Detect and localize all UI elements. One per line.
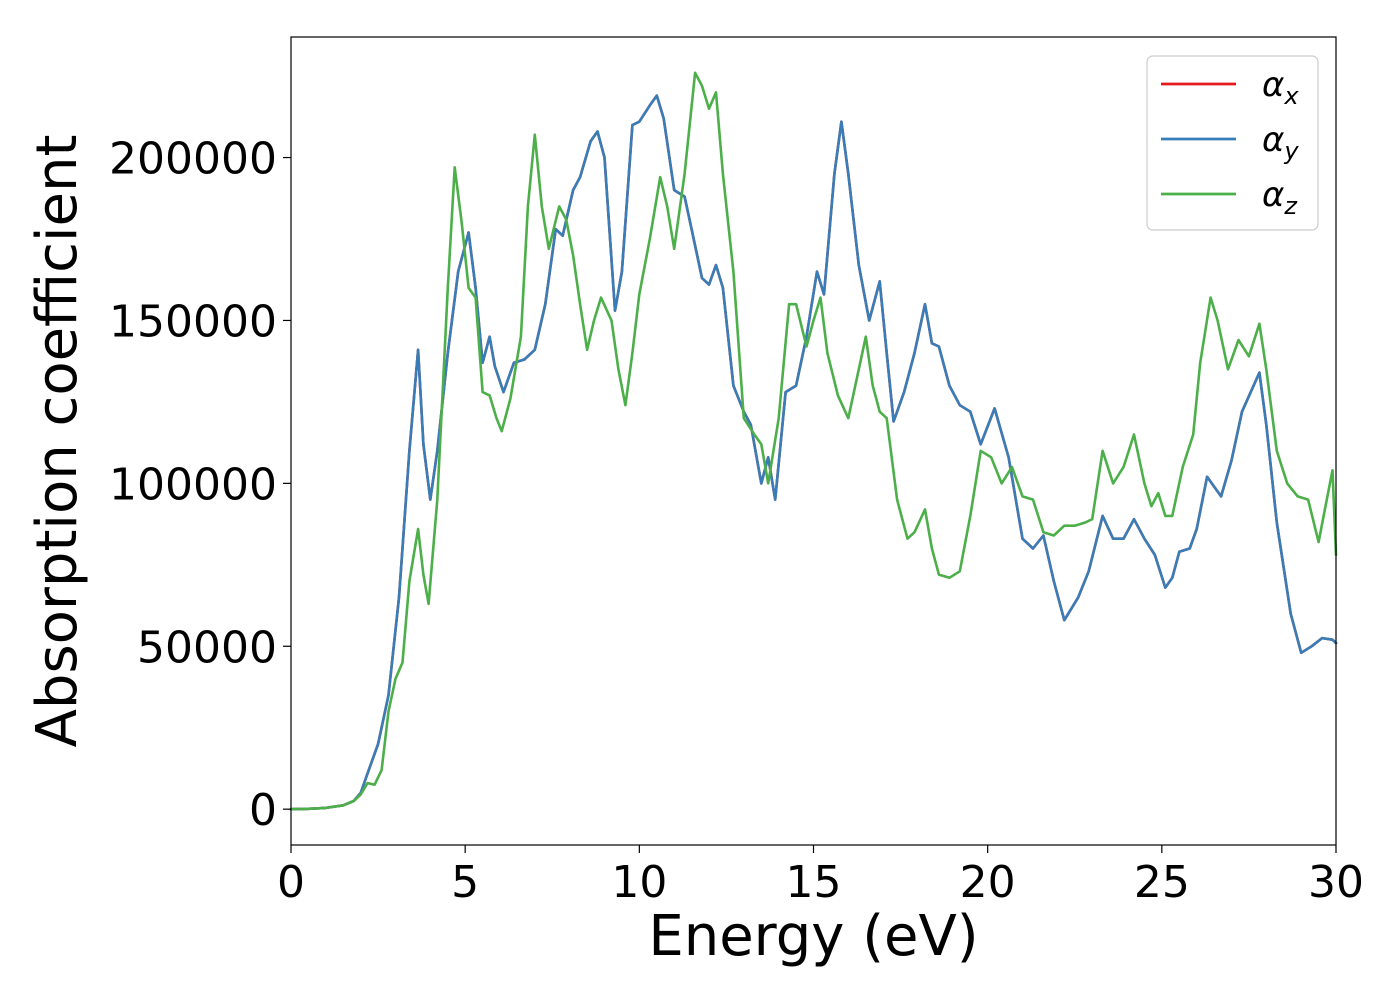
x-tick-label: 0 xyxy=(277,857,305,908)
y-tick-label: 0 xyxy=(249,785,277,836)
y-tick-label: 200000 xyxy=(109,134,277,185)
series-line-z xyxy=(289,71,1338,811)
y-tick-label: 50000 xyxy=(137,622,277,673)
y-tick-label: 100000 xyxy=(109,459,277,510)
legend-label-z: αz xyxy=(1262,175,1298,220)
legend-label-y: αy xyxy=(1262,120,1299,165)
legend-box xyxy=(1146,55,1319,231)
x-tick-label: 25 xyxy=(1134,857,1190,908)
x-axis-title: Energy (eV) xyxy=(648,904,978,969)
x-tick-label: 30 xyxy=(1308,857,1364,908)
y-axis-title: Absorption coefficient xyxy=(25,135,90,748)
x-tick-label: 20 xyxy=(960,857,1016,908)
x-tick-label: 5 xyxy=(451,857,479,908)
x-tick-label: 10 xyxy=(611,857,667,908)
legend: αx αy αz xyxy=(1146,55,1319,231)
y-axis: 0 50000 100000 150000 200000 xyxy=(109,134,291,836)
x-tick-label: 15 xyxy=(786,857,842,908)
x-axis: 0 5 10 15 20 25 30 xyxy=(277,845,1364,908)
legend-label-x: αx xyxy=(1262,65,1299,110)
y-tick-label: 150000 xyxy=(109,296,277,347)
series-layer xyxy=(289,71,1338,811)
